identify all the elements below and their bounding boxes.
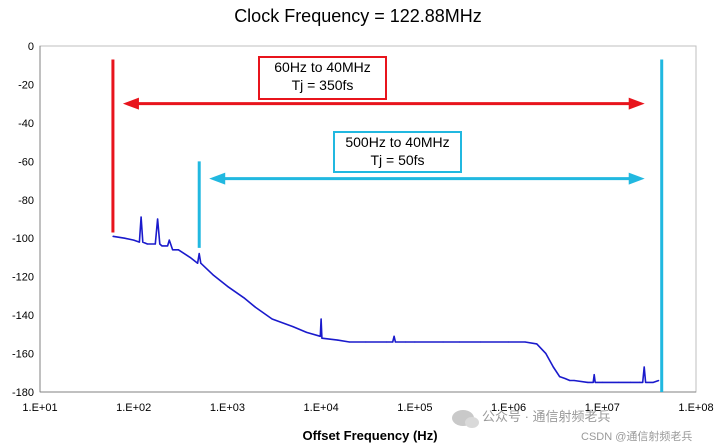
data-point: [154, 243, 156, 245]
data-point: [638, 381, 641, 383]
watermark-wechat: 公众号 · 通信射频老兵: [452, 406, 611, 428]
watermark-csdn: CSDN @通信射频老兵: [581, 431, 693, 443]
data-point: [157, 218, 159, 220]
data-point: [414, 341, 416, 343]
data-point: [189, 256, 191, 259]
data-point: [198, 253, 200, 255]
data-point: [159, 243, 161, 245]
arrow-60hz-40mhz-head-right: [628, 97, 645, 110]
annotation-box-60hz: 60Hz to 40MHz Tj = 350fs: [258, 56, 387, 100]
y-tick-label: -100: [12, 233, 34, 245]
data-point: [593, 374, 595, 376]
y-tick-label: -180: [12, 387, 34, 399]
data-point: [564, 377, 566, 380]
data-point: [365, 341, 367, 343]
data-point: [545, 352, 547, 355]
data-point: [337, 339, 339, 341]
y-tick-label: -160: [12, 349, 34, 361]
data-point: [140, 216, 142, 218]
data-point: [320, 318, 322, 320]
chart-title: Clock Frequency = 122.88MHz: [234, 6, 482, 26]
watermark-wechat-text: 公众号 · 通信射频老兵: [482, 409, 611, 424]
data-point: [319, 335, 321, 337]
x-tick-label: 1.E+01: [22, 402, 57, 414]
x-tick-label: 1.E+07: [585, 402, 620, 414]
data-point: [112, 235, 114, 237]
data-point: [479, 341, 481, 343]
annotation-box-500hz: 500Hz to 40MHz Tj = 50fs: [333, 131, 462, 173]
data-point: [394, 341, 397, 343]
data-point: [271, 318, 273, 320]
data-point: [594, 381, 596, 383]
y-tick-label: 0: [28, 41, 34, 53]
y-tick-label: -120: [12, 272, 34, 284]
data-point: [161, 245, 163, 247]
data-point: [348, 341, 350, 343]
data-point: [292, 326, 294, 328]
data-point: [386, 341, 388, 343]
wechat-icon: [452, 409, 479, 428]
data-point: [587, 381, 589, 383]
x-tick-label: 1.E+03: [210, 402, 245, 414]
x-tick-label: 1.E+04: [304, 402, 339, 414]
data-point: [168, 239, 170, 241]
annotation-60hz-jitter: Tj = 350fs: [291, 77, 354, 93]
data-point: [146, 243, 149, 245]
x-axis-label: Offset Frequency (Hz): [302, 428, 438, 443]
data-point: [133, 239, 135, 241]
data-point: [212, 274, 214, 276]
data-point: [629, 381, 632, 383]
x-tick-label: 1.E+08: [678, 402, 713, 414]
data-point: [592, 381, 594, 383]
data-point: [524, 341, 526, 343]
data-point: [573, 379, 575, 382]
data-point: [226, 285, 229, 287]
data-point: [442, 341, 444, 343]
arrow-60hz-40mhz-head-left: [122, 97, 139, 110]
y-tick-label: -40: [18, 118, 34, 130]
data-point: [569, 379, 571, 382]
y-tick-label: -140: [12, 310, 34, 322]
data-point: [167, 245, 169, 247]
data-point: [558, 376, 561, 378]
arrow-500hz-40mhz-head-right: [628, 172, 645, 185]
data-point: [124, 237, 126, 239]
data-point: [172, 249, 174, 251]
data-point: [177, 249, 180, 251]
arrow-500hz-40mhz-head-left: [209, 172, 226, 185]
annotation-60hz-range: 60Hz to 40MHz: [274, 59, 371, 75]
data-point: [652, 381, 654, 383]
x-tick-label: 1.E+06: [491, 402, 526, 414]
data-point: [552, 366, 554, 368]
annotation-500hz-range: 500Hz to 40MHz: [345, 134, 450, 150]
data-point: [321, 337, 323, 339]
data-point: [601, 381, 603, 383]
data-point: [255, 306, 257, 309]
data-point: [645, 381, 647, 383]
data-point: [458, 341, 461, 343]
data-point: [405, 341, 407, 343]
data-point: [658, 379, 660, 382]
data-point: [507, 341, 510, 343]
annotation-500hz-jitter: Tj = 50fs: [370, 152, 425, 168]
data-point: [142, 241, 144, 243]
data-point: [618, 381, 620, 383]
data-point: [393, 335, 395, 337]
data-point: [392, 341, 394, 343]
data-point: [243, 297, 245, 299]
x-tick-label: 1.E+05: [397, 402, 432, 414]
data-point: [200, 262, 202, 264]
y-tick-label: -20: [18, 79, 34, 91]
data-point: [643, 366, 645, 368]
data-point: [306, 331, 308, 334]
data-point: [642, 381, 644, 383]
data-point: [536, 343, 538, 345]
y-tick-label: -60: [18, 156, 34, 168]
x-tick-label: 1.E+02: [116, 402, 151, 414]
data-point: [138, 241, 141, 243]
y-tick-label: -80: [18, 195, 34, 207]
data-point: [196, 262, 199, 264]
